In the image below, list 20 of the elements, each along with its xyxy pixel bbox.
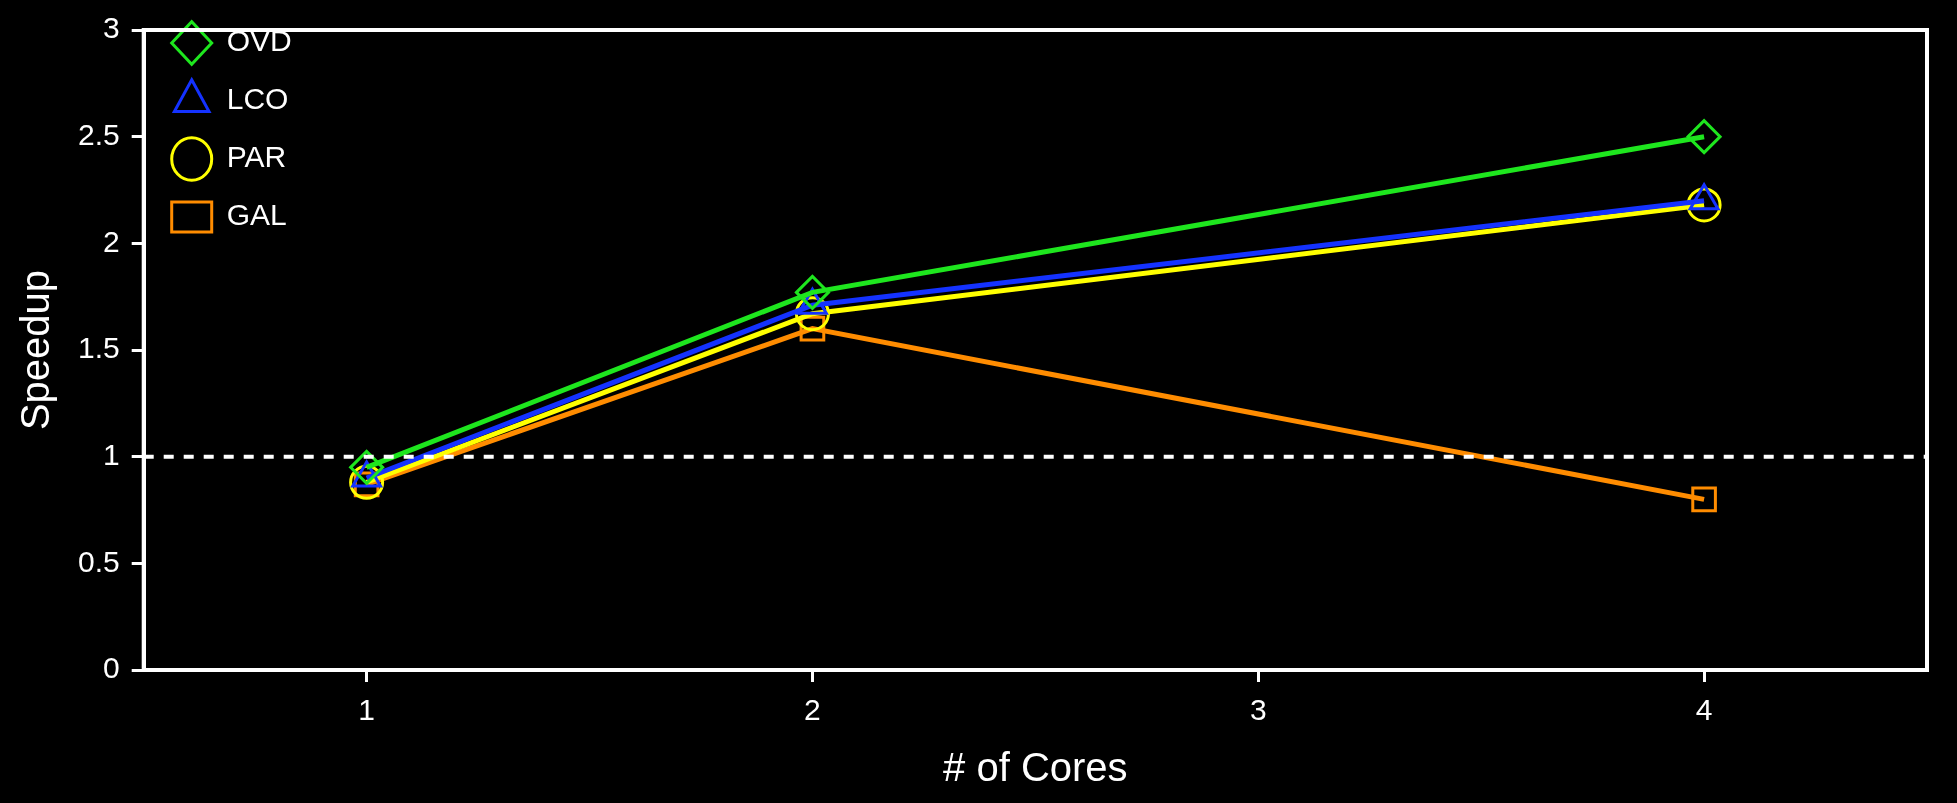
point: [794, 274, 830, 310]
y-tick-label: 0: [103, 651, 120, 685]
point: [1686, 119, 1722, 155]
y-tick-label: 2: [103, 224, 120, 258]
y-tick-label: 1: [103, 437, 120, 471]
y-tick-label: 2.5: [77, 117, 120, 151]
x-tick-label: 3: [1249, 693, 1267, 727]
x-tick-label: 4: [1695, 693, 1713, 727]
y-axis-title: Speedup: [13, 269, 58, 431]
x-tick-label: 2: [804, 693, 821, 727]
legend-label: LCO: [226, 82, 289, 116]
point: [1691, 486, 1717, 513]
legend-label: PAR: [226, 140, 287, 174]
y-tick-label: 1.5: [77, 331, 120, 365]
point: [349, 449, 385, 485]
x-axis-title: # of Cores: [943, 745, 1128, 790]
x-tick-label: 1: [358, 693, 375, 727]
legend-label: GAL: [226, 198, 287, 232]
y-tick-label: 0.5: [77, 544, 120, 578]
y-tick-label: 3: [103, 11, 120, 45]
